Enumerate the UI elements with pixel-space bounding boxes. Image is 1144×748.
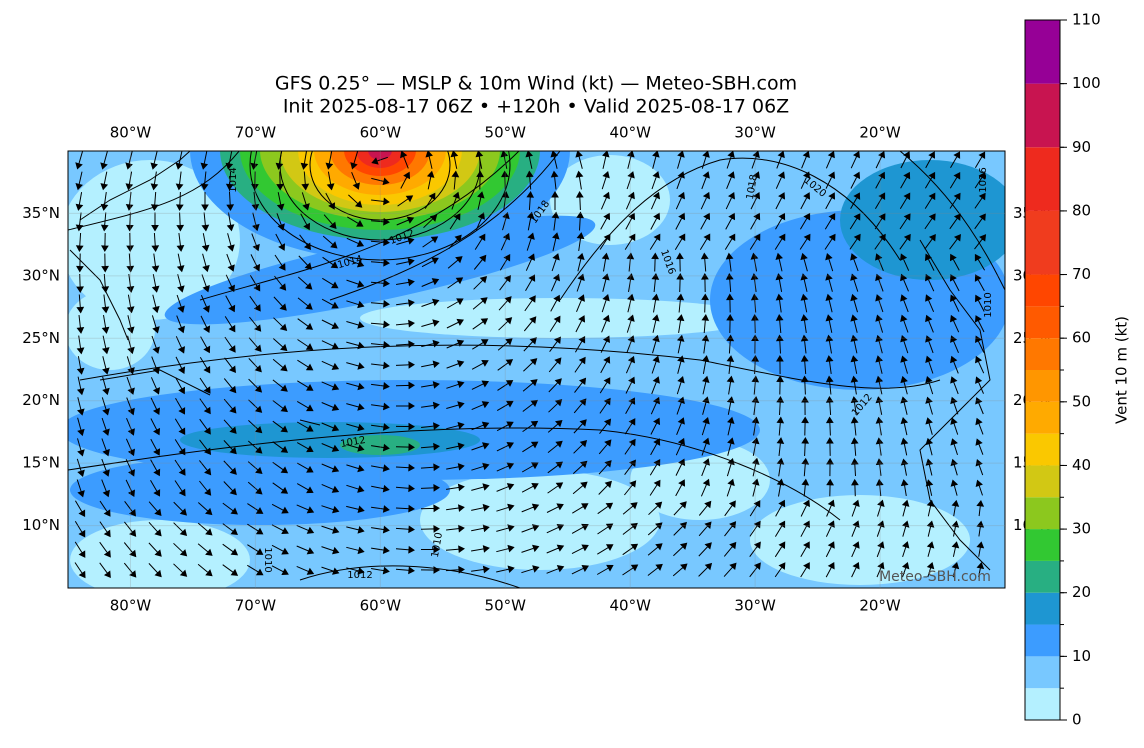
colorbar-tick-label: 80 (1072, 201, 1091, 219)
colorbar-band (1025, 20, 1060, 84)
colorbar-tick-label: 110 (1072, 11, 1101, 29)
colorbar-band (1025, 688, 1060, 720)
lon-label: 70°W (235, 597, 277, 615)
contour-label: 1012 (340, 435, 367, 450)
colorbar-tick-label: 100 (1072, 74, 1101, 92)
subtitle: Init 2025-08-17 06Z • +120h • Valid 2025… (283, 96, 789, 118)
colorbar-band (1025, 370, 1060, 402)
lat-label: 10°N (22, 516, 60, 534)
colorbar-tick-label: 20 (1072, 583, 1091, 601)
lon-label: 80°W (110, 597, 152, 615)
colorbar-band (1025, 656, 1060, 689)
colorbar-frame (1024, 19, 1061, 721)
colorbar-band (1025, 306, 1060, 339)
colorbar-band (1025, 497, 1060, 530)
lat-label: 15°N (22, 454, 60, 472)
contour-label: 1010 (262, 547, 273, 572)
lon-label: 30°W (734, 124, 776, 142)
lon-label: 50°W (485, 124, 527, 142)
colorbar-label: Vent 10 m (kt) (1113, 316, 1131, 424)
lat-label: 35°N (22, 204, 60, 222)
lon-label: 50°W (485, 597, 527, 615)
colorbar-tick-label: 10 (1072, 647, 1091, 665)
colorbar-band (1025, 401, 1060, 434)
colorbar-band (1025, 433, 1060, 466)
lat-label: 30°N (22, 266, 60, 284)
lat-label: 20°N (22, 391, 60, 409)
colorbar-band (1025, 274, 1060, 307)
contour-label: 1014 (228, 167, 239, 192)
colorbar-tick-label: 70 (1072, 265, 1091, 283)
lon-label: 60°W (360, 124, 402, 142)
colorbar-band (1025, 210, 1060, 275)
colorbar-band (1025, 465, 1060, 498)
lon-label: 40°W (609, 124, 651, 142)
colorbar-tick-label: 60 (1072, 329, 1091, 347)
colorbar-tick-label: 40 (1072, 456, 1091, 474)
contour-label: 1010 (430, 532, 445, 559)
colorbar-band (1025, 592, 1060, 625)
colorbar-band (1025, 338, 1060, 370)
colorbar-band (1025, 560, 1060, 593)
lat-label: 25°N (22, 329, 60, 347)
contour-label: 1010 (983, 292, 994, 317)
contour-label: 1018 (745, 174, 760, 201)
lon-label: 60°W (360, 597, 402, 615)
colorbar-band (1025, 624, 1060, 657)
colorbar-tick-label: 50 (1072, 392, 1091, 410)
lon-label: 20°W (859, 124, 901, 142)
colorbar-tick-label: 0 (1072, 711, 1082, 729)
contour-label: 1016 (978, 167, 989, 192)
lon-label: 20°W (859, 597, 901, 615)
lon-label: 80°W (110, 124, 152, 142)
colorbar-tick-label: 30 (1072, 520, 1091, 538)
colorbar-band (1025, 83, 1060, 148)
lon-label: 70°W (235, 124, 277, 142)
map-frame (67, 150, 1006, 589)
colorbar-band (1025, 147, 1060, 211)
colorbar-tick-label: 90 (1072, 138, 1091, 156)
title: GFS 0.25° — MSLP & 10m Wind (kt) — Meteo… (275, 73, 797, 95)
wind-arrows (74, 151, 987, 579)
map-field: 1014101210181020101610161012101210121010… (68, 151, 1005, 588)
contour-label: 1012 (347, 570, 372, 581)
colorbar-band (1025, 529, 1060, 561)
lon-label: 40°W (609, 597, 651, 615)
lon-label: 30°W (734, 597, 776, 615)
watermark: Meteo-SBH.com (879, 569, 991, 585)
